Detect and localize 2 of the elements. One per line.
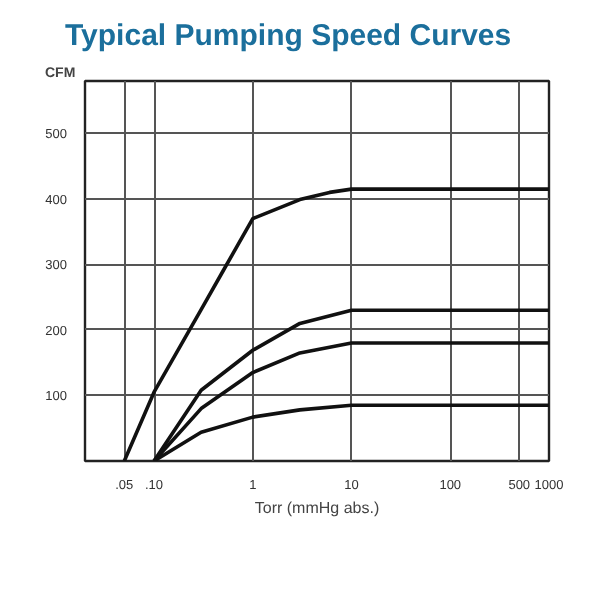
chart-title: Typical Pumping Speed Curves [65,19,512,53]
x-axis-title: Torr (mmHg abs.) [254,499,380,517]
